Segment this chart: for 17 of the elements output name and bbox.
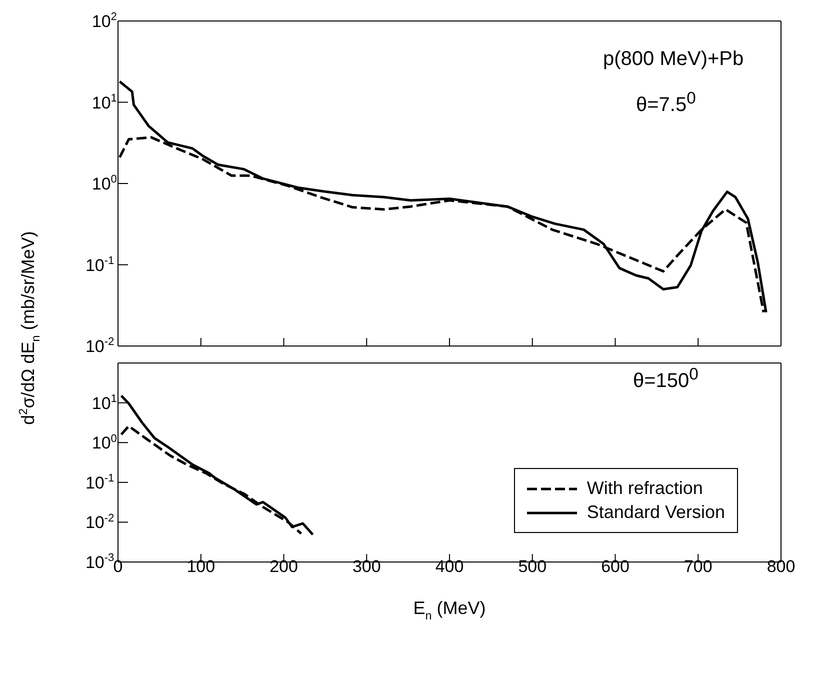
- y-tick-label: 10$^{-3}$: [85, 552, 114, 572]
- y-tick-label: 10$^{2}$: [92, 11, 117, 31]
- y-tick-label: 10$^{-1}$: [85, 254, 114, 275]
- annotation: θ=150$^{0}$: [633, 364, 698, 392]
- y-tick-label: 10$^{-2}$: [85, 512, 114, 532]
- legend-label: With refraction: [586, 478, 703, 499]
- y-tick-label: 10$^{0}$: [92, 432, 117, 453]
- y-tick-label: 10$^{1}$: [92, 92, 117, 112]
- y-tick-label: 10$^{-1}$: [85, 472, 114, 492]
- line-series: [120, 394, 314, 536]
- y-tick-label: 10$^{0}$: [92, 174, 117, 194]
- legend-label: Standard Version: [586, 502, 725, 523]
- x-axis-title: E$_{n}$ (MeV): [413, 598, 486, 622]
- annotation: p(800 MeV)+Pb: [603, 48, 744, 70]
- y-tick-label: 10$^{1}$: [92, 393, 117, 413]
- y-tick-label: 10$^{-2}$: [85, 336, 114, 356]
- annotation: θ=7.5$^{0}$: [636, 88, 696, 116]
